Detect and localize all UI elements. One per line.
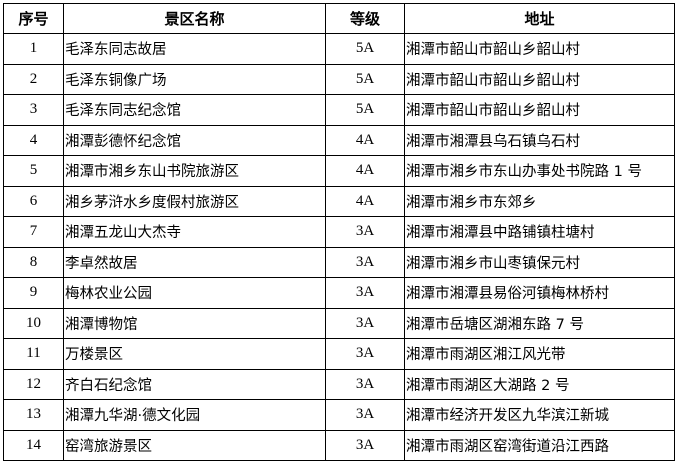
scenic-name-cell: 湘潭彭德怀纪念馆 [63, 124, 326, 156]
header-row: 序号 景区名称 等级 地址 [3, 3, 675, 34]
header-address: 地址 [404, 3, 675, 34]
row-number-cell: 13 [3, 399, 64, 431]
scenic-name-cell: 湘潭九华湖·德文化园 [63, 399, 326, 431]
row-number-cell: 6 [3, 185, 64, 217]
grade-cell: 4A [325, 155, 405, 187]
grade-cell: 4A [325, 124, 405, 156]
scenic-name-cell: 毛泽东同志故居 [63, 33, 326, 65]
address-cell: 湘潭市韶山市韶山乡韶山村 [404, 63, 675, 95]
grade-cell: 3A [325, 246, 405, 278]
table-row: 9 梅林农业公园 3A 湘潭市湘潭县易俗河镇梅林桥村 [3, 277, 675, 309]
table-row: 4 湘潭彭德怀纪念馆 4A 湘潭市湘潭县乌石镇乌石村 [3, 124, 675, 156]
table-row: 2 毛泽东铜像广场 5A 湘潭市韶山市韶山乡韶山村 [3, 63, 675, 95]
address-cell: 湘潭市湘乡市东郊乡 [404, 185, 675, 217]
row-number-cell: 5 [3, 155, 64, 187]
grade-cell: 3A [325, 338, 405, 370]
grade-cell: 4A [325, 185, 405, 217]
scenic-spots-table: 序号 景区名称 等级 地址 1 毛泽东同志故居 5A 湘潭市韶山市韶山乡韶山村 2 毛泽东… [3, 3, 675, 461]
scenic-name-cell: 湘乡茅浒水乡度假村旅游区 [63, 185, 326, 217]
scenic-name-cell: 毛泽东铜像广场 [63, 63, 326, 95]
grade-cell: 5A [325, 94, 405, 126]
table-row: 10 湘潭博物馆 3A 湘潭市岳塘区湖湘东路 7 号 [3, 307, 675, 339]
scenic-name-cell: 湘潭博物馆 [63, 307, 326, 339]
row-number-cell: 8 [3, 246, 64, 278]
scenic-name-cell: 窑湾旅游景区 [63, 429, 326, 461]
table-row: 1 毛泽东同志故居 5A 湘潭市韶山市韶山乡韶山村 [3, 33, 675, 65]
table-row: 5 湘潭市湘乡东山书院旅游区 4A 湘潭市湘乡市东山办事处书院路 1 号 [3, 155, 675, 187]
grade-cell: 3A [325, 277, 405, 309]
row-number-cell: 10 [3, 307, 64, 339]
address-cell: 湘潭市湘潭县易俗河镇梅林桥村 [404, 277, 675, 309]
grade-cell: 3A [325, 429, 405, 461]
address-cell: 湘潭市韶山市韶山乡韶山村 [404, 94, 675, 126]
row-number-cell: 11 [3, 338, 64, 370]
scenic-name-cell: 梅林农业公园 [63, 277, 326, 309]
address-cell: 湘潭市岳塘区湖湘东路 7 号 [404, 307, 675, 339]
table-row: 3 毛泽东同志纪念馆 5A 湘潭市韶山市韶山乡韶山村 [3, 94, 675, 126]
row-number-cell: 4 [3, 124, 64, 156]
address-cell: 湘潭市湘乡市东山办事处书院路 1 号 [404, 155, 675, 187]
scenic-name-cell: 李卓然故居 [63, 246, 326, 278]
row-number-cell: 14 [3, 429, 64, 461]
row-number-cell: 3 [3, 94, 64, 126]
grade-cell: 3A [325, 216, 405, 248]
scenic-name-cell: 毛泽东同志纪念馆 [63, 94, 326, 126]
address-cell: 湘潭市经济开发区九华滨江新城 [404, 399, 675, 431]
address-cell: 湘潭市湘乡市山枣镇保元村 [404, 246, 675, 278]
address-cell: 湘潭市雨湖区窑湾街道沿江西路 [404, 429, 675, 461]
grade-cell: 3A [325, 368, 405, 400]
table-row: 8 李卓然故居 3A 湘潭市湘乡市山枣镇保元村 [3, 246, 675, 278]
grade-cell: 5A [325, 33, 405, 65]
header-grade: 等级 [325, 3, 405, 34]
grade-cell: 5A [325, 63, 405, 95]
header-no: 序号 [3, 3, 64, 34]
row-number-cell: 2 [3, 63, 64, 95]
scenic-name-cell: 齐白石纪念馆 [63, 368, 326, 400]
grade-cell: 3A [325, 399, 405, 431]
table-row: 11 万楼景区 3A 湘潭市雨湖区湘江风光带 [3, 338, 675, 370]
address-cell: 湘潭市雨湖区大湖路 2 号 [404, 368, 675, 400]
scenic-name-cell: 湘潭市湘乡东山书院旅游区 [63, 155, 326, 187]
header-name: 景区名称 [63, 3, 326, 34]
row-number-cell: 1 [3, 33, 64, 65]
row-number-cell: 7 [3, 216, 64, 248]
table-row: 14 窑湾旅游景区 3A 湘潭市雨湖区窑湾街道沿江西路 [3, 429, 675, 461]
row-number-cell: 9 [3, 277, 64, 309]
table-row: 12 齐白石纪念馆 3A 湘潭市雨湖区大湖路 2 号 [3, 368, 675, 400]
address-cell: 湘潭市雨湖区湘江风光带 [404, 338, 675, 370]
table-row: 13 湘潭九华湖·德文化园 3A 湘潭市经济开发区九华滨江新城 [3, 399, 675, 431]
table-row: 7 湘潭五龙山大杰寺 3A 湘潭市湘潭县中路铺镇柱塘村 [3, 216, 675, 248]
scenic-name-cell: 万楼景区 [63, 338, 326, 370]
table-row: 6 湘乡茅浒水乡度假村旅游区 4A 湘潭市湘乡市东郊乡 [3, 185, 675, 217]
row-number-cell: 12 [3, 368, 64, 400]
scenic-name-cell: 湘潭五龙山大杰寺 [63, 216, 326, 248]
address-cell: 湘潭市韶山市韶山乡韶山村 [404, 33, 675, 65]
address-cell: 湘潭市湘潭县中路铺镇柱塘村 [404, 216, 675, 248]
address-cell: 湘潭市湘潭县乌石镇乌石村 [404, 124, 675, 156]
grade-cell: 3A [325, 307, 405, 339]
